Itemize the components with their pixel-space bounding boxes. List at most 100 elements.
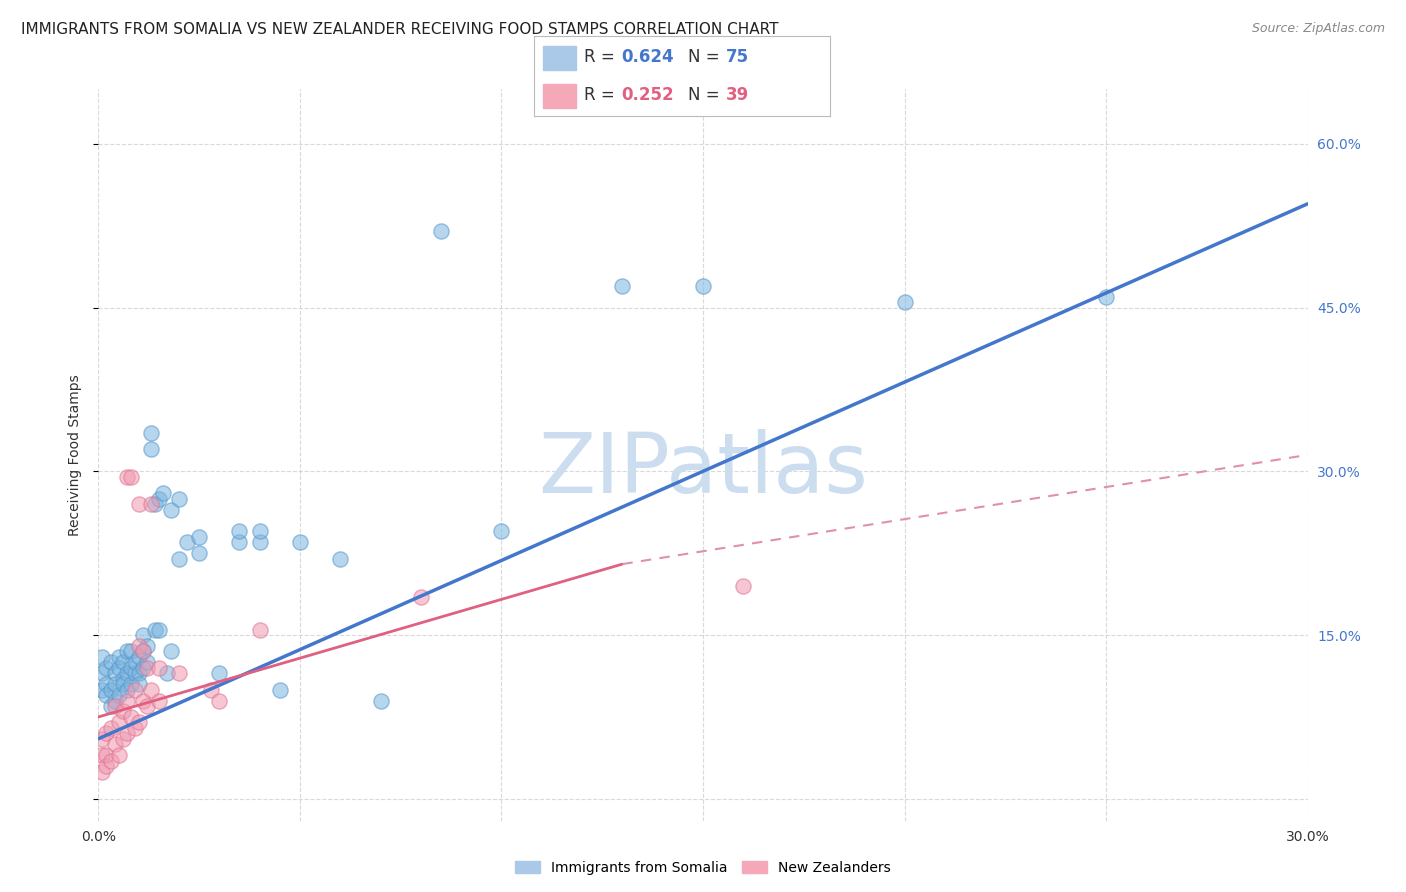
Point [156,666,179,681]
Point [249,524,271,539]
Text: N =: N = [688,48,724,66]
Point [139,442,162,457]
Point [228,535,250,549]
Point [188,530,211,544]
Point [91,764,114,779]
Point [111,731,134,746]
Point [208,693,231,707]
Point [96,748,118,763]
Point [96,661,118,675]
Point [132,661,155,675]
Point [132,644,155,658]
Point [115,469,138,483]
Point [139,682,162,697]
Point [115,693,138,707]
Point [612,278,634,293]
Point [96,677,118,691]
Point [148,623,170,637]
Point [188,546,211,560]
Point [120,469,142,483]
Point [132,644,155,658]
Point [107,715,129,730]
Point [91,682,114,697]
Point [103,737,125,751]
Point [249,623,271,637]
Point [491,524,513,539]
Point [107,661,129,675]
Point [115,682,138,697]
Point [111,672,134,686]
Point [143,497,166,511]
Point [91,748,114,763]
Point [176,535,198,549]
Point [103,698,125,713]
Point [115,726,138,740]
Point [120,644,142,658]
Text: 0.252: 0.252 [621,87,673,104]
Point [128,649,150,664]
Point [148,693,170,707]
Point [100,754,122,768]
Point [91,731,114,746]
Point [103,666,125,681]
Point [124,656,146,670]
Point [692,278,714,293]
Point [124,666,146,681]
Point [128,639,150,653]
Point [100,656,122,670]
Point [100,698,122,713]
Point [107,649,129,664]
Point [249,535,271,549]
Text: 0.624: 0.624 [621,48,673,66]
Point [124,721,146,735]
Point [128,677,150,691]
Point [96,759,118,773]
Point [409,590,432,604]
Point [167,666,190,681]
Point [135,656,157,670]
Point [115,644,138,658]
Point [200,682,222,697]
Point [132,693,155,707]
Text: IMMIGRANTS FROM SOMALIA VS NEW ZEALANDER RECEIVING FOOD STAMPS CORRELATION CHART: IMMIGRANTS FROM SOMALIA VS NEW ZEALANDER… [21,22,779,37]
Point [128,715,150,730]
Text: 75: 75 [725,48,749,66]
Text: R =: R = [585,48,620,66]
Point [128,666,150,681]
Point [329,551,352,566]
Point [100,721,122,735]
Point [120,710,142,724]
Point [100,682,122,697]
Legend: Immigrants from Somalia, New Zealanders: Immigrants from Somalia, New Zealanders [510,855,896,880]
Point [208,666,231,681]
Point [135,698,157,713]
Point [1095,290,1118,304]
Text: R =: R = [585,87,620,104]
Point [107,748,129,763]
Point [269,682,291,697]
Point [148,661,170,675]
Point [135,639,157,653]
Point [148,491,170,506]
Point [91,649,114,664]
Text: ZIPatlas: ZIPatlas [538,429,868,510]
Point [167,551,190,566]
Point [111,705,134,719]
Point [96,726,118,740]
Point [111,656,134,670]
Point [107,688,129,702]
Text: Source: ZipAtlas.com: Source: ZipAtlas.com [1251,22,1385,36]
Point [288,535,311,549]
Point [128,497,150,511]
Point [96,688,118,702]
Point [228,524,250,539]
Point [120,661,142,675]
Point [103,677,125,691]
Point [132,628,155,642]
FancyBboxPatch shape [543,46,575,70]
Point [139,426,162,441]
Point [115,666,138,681]
Point [103,693,125,707]
Y-axis label: Receiving Food Stamps: Receiving Food Stamps [69,374,83,536]
Text: N =: N = [688,87,724,104]
